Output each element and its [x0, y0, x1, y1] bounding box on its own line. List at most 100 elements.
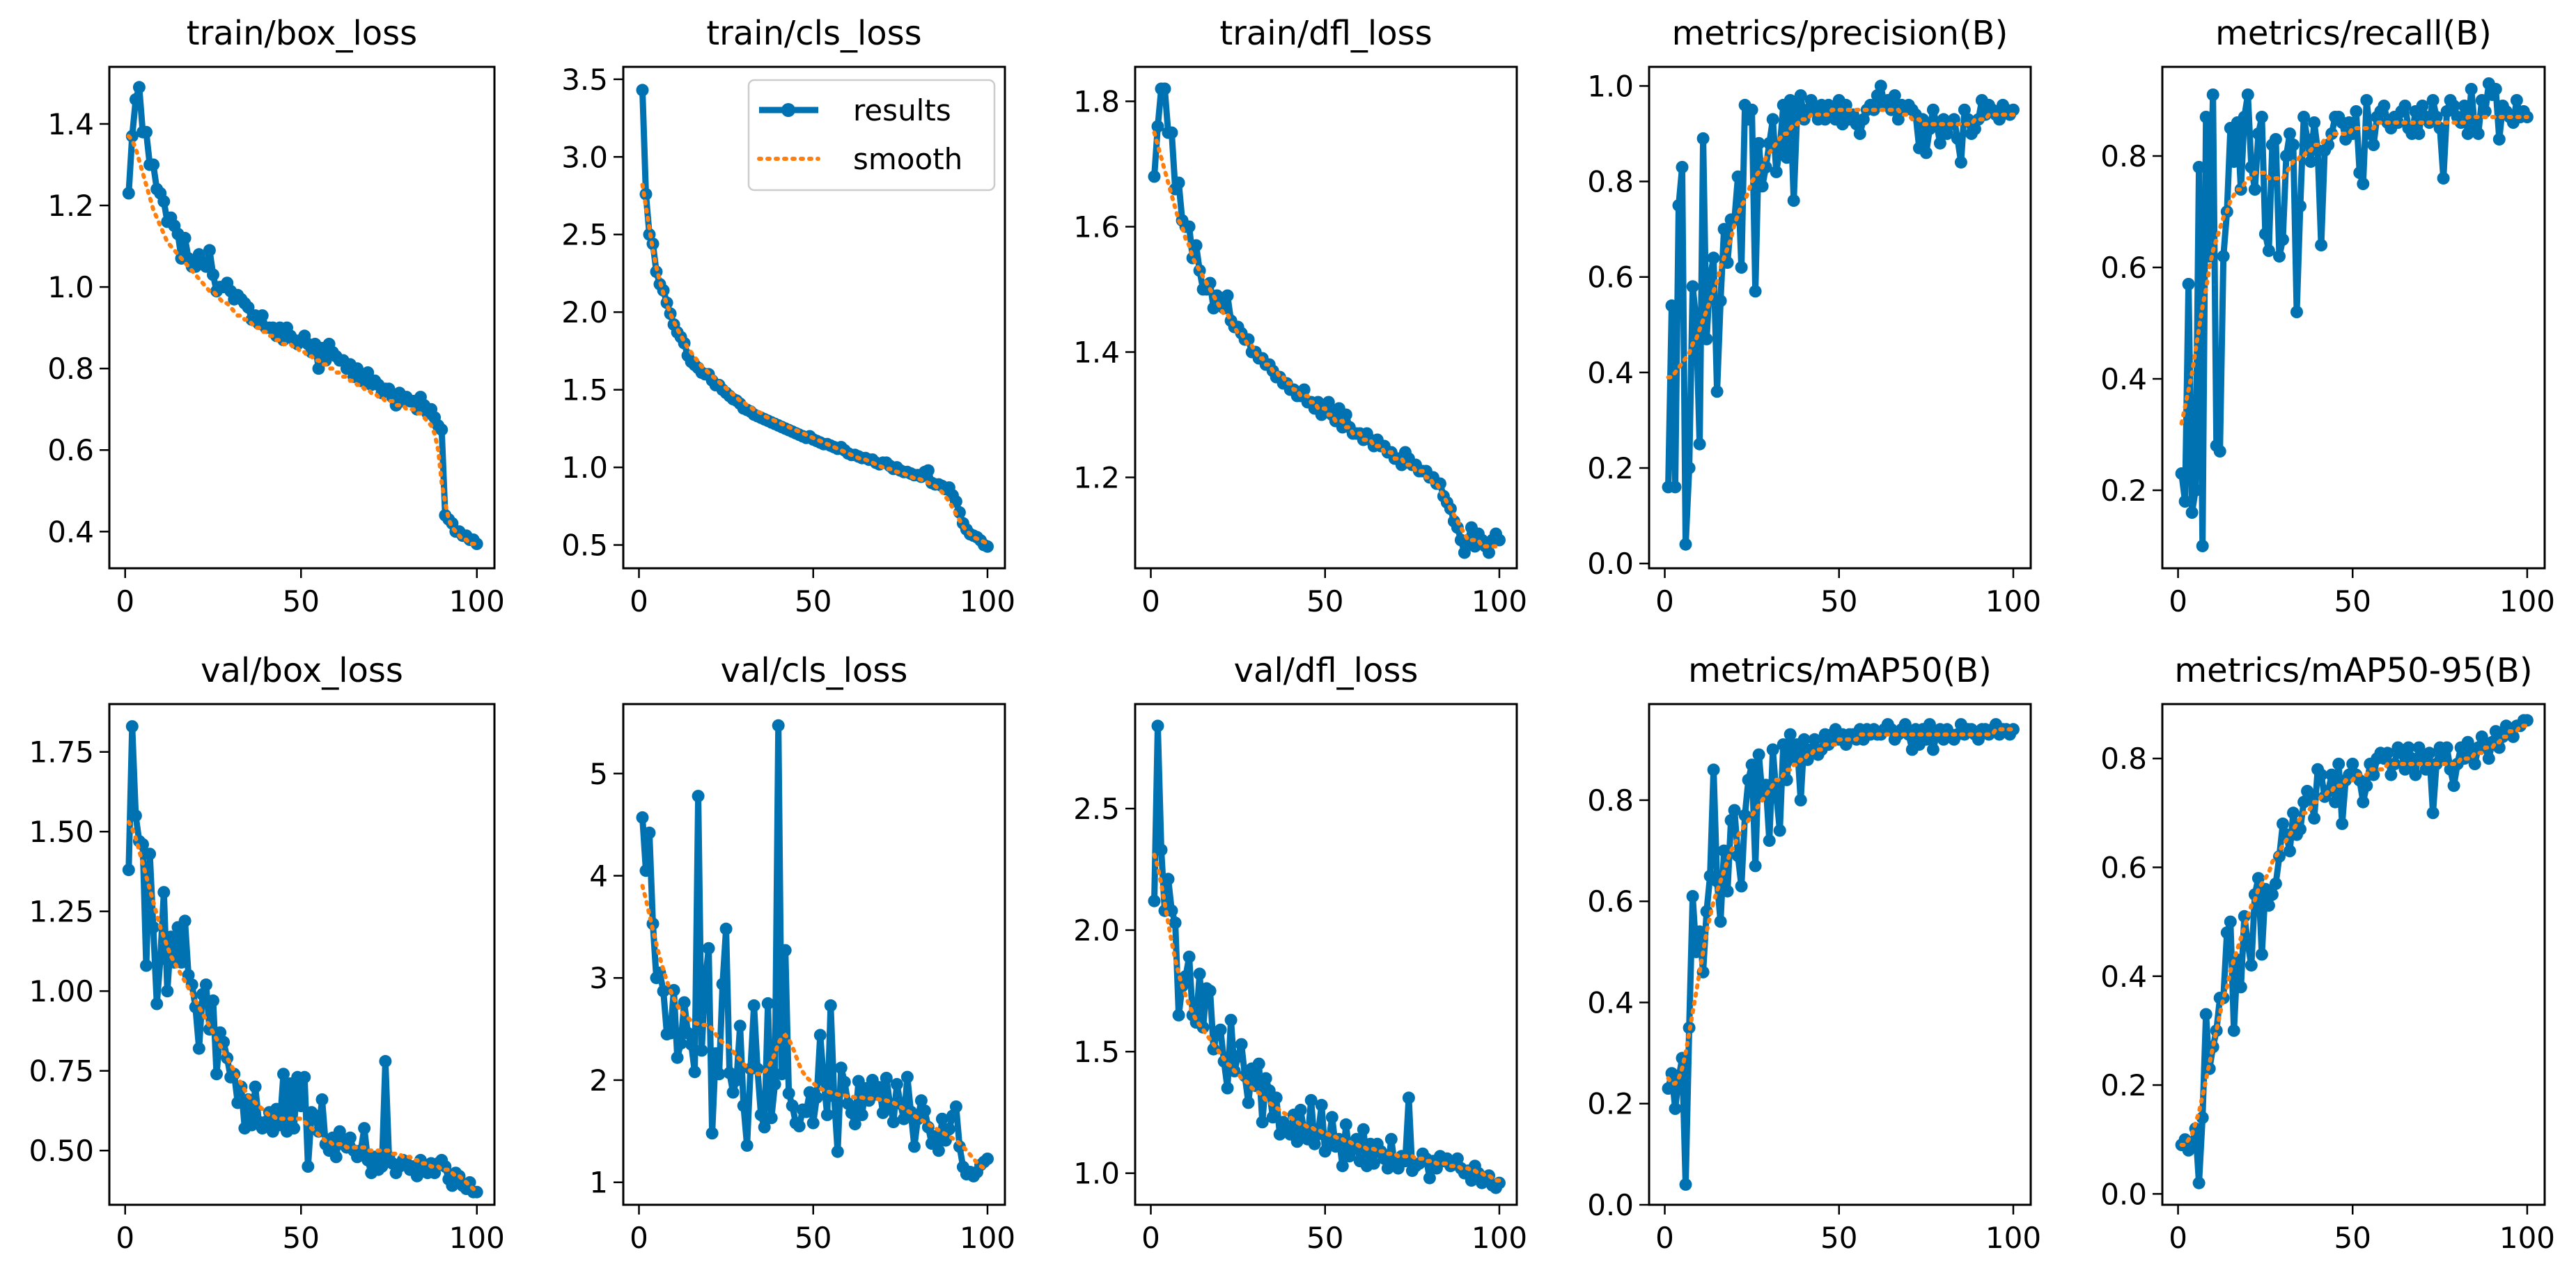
results-point — [2199, 1008, 2212, 1021]
results-point — [2367, 139, 2380, 151]
results-point — [1336, 1160, 1349, 1173]
results-point — [1221, 1082, 1234, 1095]
y-tick-label: 0.4 — [1587, 356, 1634, 390]
results-point — [2301, 133, 2314, 146]
results-point — [2199, 111, 2212, 123]
results-point — [214, 1026, 227, 1039]
results-point — [1189, 239, 1203, 252]
results-point — [1322, 396, 1335, 409]
y-tick-label: 0.8 — [47, 352, 94, 386]
legend: results smooth — [747, 79, 996, 192]
y-tick-label: 0.0 — [1587, 547, 1634, 581]
results-point — [446, 1179, 459, 1192]
results-point — [772, 719, 785, 732]
x-tick-label: 0 — [116, 1221, 134, 1255]
results-point — [1745, 758, 1758, 772]
results-point — [2210, 1024, 2223, 1037]
results-point — [1669, 481, 1682, 494]
results-point — [2465, 83, 2478, 95]
results-point — [761, 997, 774, 1010]
results-point — [873, 1081, 886, 1094]
results-point — [2325, 768, 2339, 781]
results-point — [2206, 88, 2219, 101]
y-tick-label: 2.5 — [1073, 792, 1120, 826]
results-point — [636, 811, 649, 824]
results-point — [1259, 1072, 1272, 1085]
plot-area — [636, 719, 994, 1183]
results-point — [375, 1160, 389, 1173]
results-point — [834, 1061, 848, 1075]
y-tick-label: 0.4 — [2100, 362, 2147, 396]
y-tick-label: 0.8 — [2100, 139, 2147, 173]
y-tick-label: 1.00 — [29, 974, 94, 1008]
results-point — [698, 974, 712, 988]
y-tick-label: 0.4 — [47, 515, 94, 549]
axes-frame — [622, 65, 1006, 570]
axes-frame — [2161, 65, 2546, 570]
results-point — [2280, 150, 2293, 162]
results-point — [2482, 752, 2495, 765]
panel-train-dfl-loss: train/dfl_loss 0 50 100 1.2 1.4 1.6 1.8 — [1073, 14, 1527, 618]
panel-title: metrics/mAP50-95(B) — [2174, 651, 2532, 690]
results-point — [2346, 758, 2359, 770]
results-point — [192, 1042, 205, 1055]
axes-frame — [2161, 703, 2546, 1206]
results-point — [918, 1105, 931, 1117]
y-tick-label: 1.2 — [1073, 461, 1120, 495]
x-tick-label: 50 — [283, 1221, 320, 1255]
results-point — [838, 1075, 851, 1088]
y-tick-label: 0.6 — [1587, 884, 1634, 919]
results-point — [1339, 1118, 1352, 1131]
results-point — [1888, 89, 1901, 102]
legend-smooth-label: smooth — [853, 142, 962, 176]
results-point — [2492, 741, 2506, 754]
results-point — [1231, 1050, 1244, 1063]
y-tick-label: 0.8 — [1587, 783, 1634, 818]
results-point — [2284, 127, 2296, 140]
x-tick-label: 50 — [1306, 1221, 1343, 1255]
plot-area — [1662, 79, 2020, 551]
results-point — [2430, 111, 2443, 123]
plot-area — [1662, 718, 2020, 1191]
results-point — [876, 1106, 889, 1119]
y-tick-label: 2.0 — [1073, 914, 1120, 948]
results-point — [2206, 1040, 2219, 1054]
y-tick-label: 1.8 — [1073, 85, 1120, 119]
results-point — [2384, 768, 2398, 781]
results-point — [1759, 779, 1772, 792]
results-point — [914, 1094, 928, 1107]
results-point — [2332, 758, 2345, 770]
results-point — [2007, 723, 2020, 736]
results-point — [2297, 111, 2311, 123]
panel-title: val/box_loss — [201, 651, 403, 690]
results-point — [695, 1044, 708, 1057]
results-point — [1235, 1038, 1248, 1051]
results-point — [2405, 752, 2419, 765]
results-point — [845, 1106, 858, 1119]
results-point — [719, 922, 733, 935]
results-point — [1717, 223, 1731, 236]
results-point — [2416, 100, 2429, 112]
smooth-series-line — [640, 884, 990, 1173]
y-tick-label: 0.0 — [2100, 1177, 2147, 1211]
results-point — [1315, 1098, 1328, 1111]
results-point — [775, 1068, 788, 1081]
results-point — [813, 1029, 827, 1042]
results-point — [199, 260, 212, 273]
results-point — [129, 93, 142, 106]
results-point — [1752, 136, 1765, 150]
results-point — [1339, 408, 1352, 421]
results-point — [2308, 812, 2321, 825]
results-point — [207, 268, 219, 281]
smooth-series-line — [1666, 107, 2015, 380]
results-point — [1693, 925, 1706, 938]
results-point — [2489, 83, 2502, 95]
y-tick-label: 4 — [589, 859, 608, 893]
results-point — [692, 790, 705, 803]
results-point — [132, 81, 146, 94]
results-point — [1458, 546, 1471, 559]
results-point — [2192, 161, 2206, 173]
results-point — [1707, 763, 1720, 776]
results-point — [2360, 94, 2373, 107]
results-point — [928, 1130, 942, 1143]
